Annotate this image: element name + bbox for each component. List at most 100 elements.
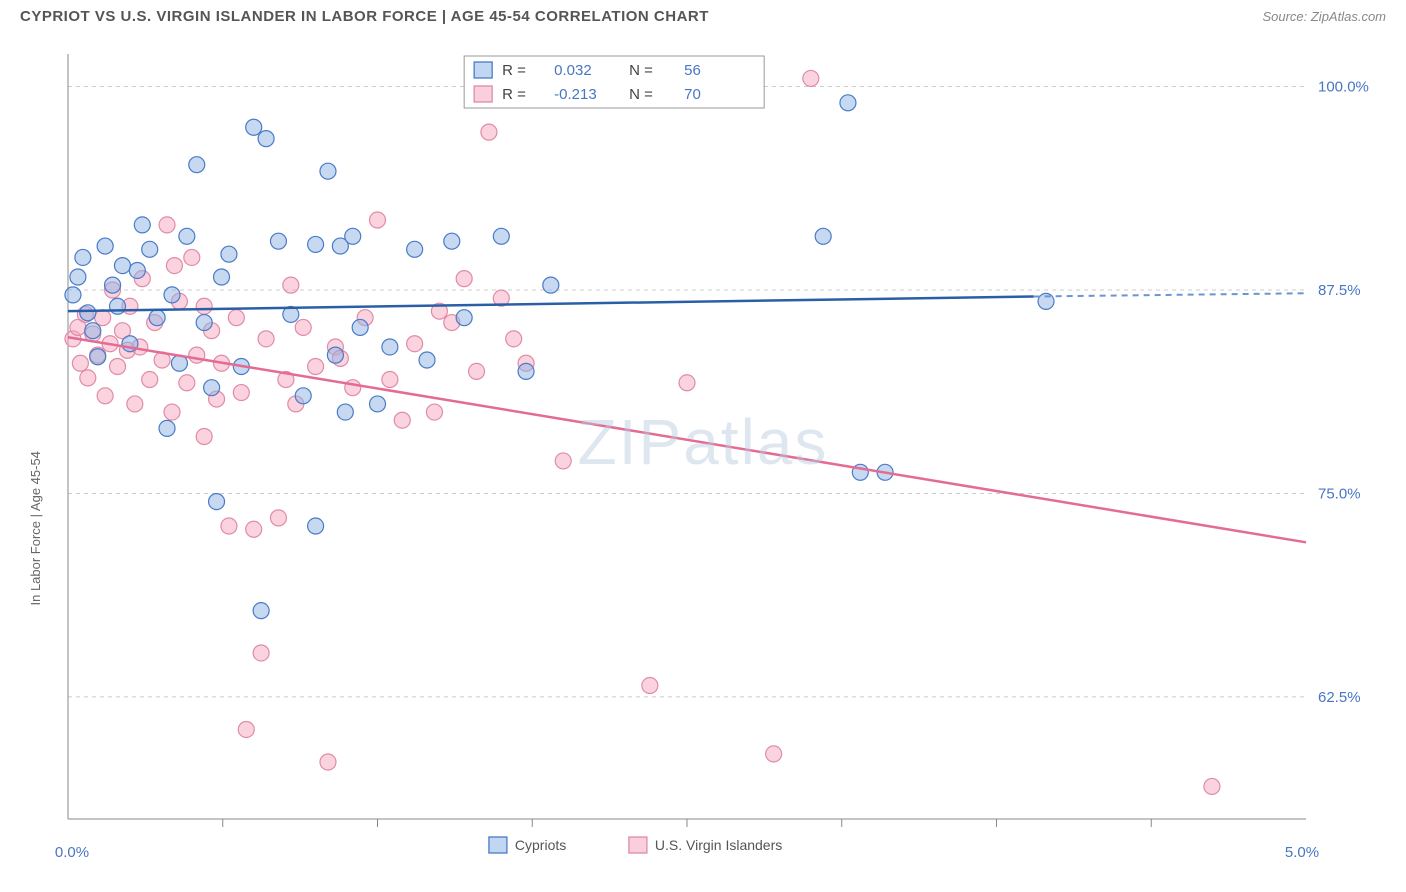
data-point-virgin-islander xyxy=(370,212,386,228)
data-point-virgin-islander xyxy=(159,217,175,233)
data-point-cypriot xyxy=(142,241,158,257)
data-point-virgin-islander xyxy=(469,363,485,379)
data-point-virgin-islander xyxy=(97,388,113,404)
data-point-virgin-islander xyxy=(184,249,200,265)
data-point-virgin-islander xyxy=(253,645,269,661)
data-point-cypriot xyxy=(149,310,165,326)
data-point-cypriot xyxy=(815,228,831,244)
data-point-cypriot xyxy=(129,262,145,278)
trendline-cypriot xyxy=(68,297,1034,312)
data-point-cypriot xyxy=(134,217,150,233)
chart-area: ZIPatlas 62.5%75.0%87.5%100.0%0.0%5.0%In… xyxy=(20,40,1386,877)
data-point-cypriot xyxy=(840,95,856,111)
data-point-cypriot xyxy=(543,277,559,293)
data-point-virgin-islander xyxy=(555,453,571,469)
data-point-virgin-islander xyxy=(407,336,423,352)
data-point-cypriot xyxy=(70,269,86,285)
trendline-cypriot-extend xyxy=(1034,293,1306,296)
y-tick-label: 87.5% xyxy=(1318,282,1361,299)
data-point-virgin-islander xyxy=(1204,778,1220,794)
data-point-cypriot xyxy=(65,287,81,303)
data-point-cypriot xyxy=(444,233,460,249)
data-point-virgin-islander xyxy=(142,372,158,388)
data-point-cypriot xyxy=(295,388,311,404)
legend-swatch-cypriot xyxy=(474,62,492,78)
data-point-virgin-islander xyxy=(72,355,88,371)
data-point-virgin-islander xyxy=(179,375,195,391)
data-point-virgin-islander xyxy=(283,277,299,293)
bottom-legend-label: Cypriots xyxy=(515,837,566,853)
data-point-virgin-islander xyxy=(506,331,522,347)
x-tick-label: 0.0% xyxy=(55,844,89,861)
data-point-virgin-islander xyxy=(127,396,143,412)
data-point-cypriot xyxy=(214,269,230,285)
data-point-virgin-islander xyxy=(394,412,410,428)
data-point-cypriot xyxy=(407,241,423,257)
legend-r-value: -0.213 xyxy=(554,86,597,103)
data-point-cypriot xyxy=(456,310,472,326)
data-point-cypriot xyxy=(382,339,398,355)
data-point-cypriot xyxy=(209,494,225,510)
data-point-virgin-islander xyxy=(679,375,695,391)
data-point-cypriot xyxy=(337,404,353,420)
data-point-cypriot xyxy=(518,363,534,379)
data-point-cypriot xyxy=(270,233,286,249)
data-point-cypriot xyxy=(352,319,368,335)
data-point-virgin-islander xyxy=(233,385,249,401)
data-point-virgin-islander xyxy=(308,359,324,375)
data-point-virgin-islander xyxy=(110,359,126,375)
data-point-virgin-islander xyxy=(228,310,244,326)
data-point-virgin-islander xyxy=(246,521,262,537)
data-point-cypriot xyxy=(90,349,106,365)
data-point-cypriot xyxy=(196,315,212,331)
data-point-cypriot xyxy=(320,163,336,179)
data-point-cypriot xyxy=(308,236,324,252)
data-point-virgin-islander xyxy=(295,319,311,335)
data-point-virgin-islander xyxy=(803,70,819,86)
data-point-virgin-islander xyxy=(164,404,180,420)
data-point-cypriot xyxy=(308,518,324,534)
data-point-cypriot xyxy=(253,603,269,619)
data-point-cypriot xyxy=(204,380,220,396)
data-point-cypriot xyxy=(221,246,237,262)
trendline-virgin-islander xyxy=(68,337,1306,542)
legend-swatch-virgin-islander xyxy=(474,86,492,102)
legend-r-label: R = xyxy=(502,62,526,79)
data-point-cypriot xyxy=(159,420,175,436)
data-point-cypriot xyxy=(97,238,113,254)
source-label: Source: ZipAtlas.com xyxy=(1262,9,1386,24)
data-point-virgin-islander xyxy=(456,271,472,287)
data-point-virgin-islander xyxy=(196,429,212,445)
data-point-cypriot xyxy=(370,396,386,412)
data-point-cypriot xyxy=(493,228,509,244)
data-point-virgin-islander xyxy=(270,510,286,526)
data-point-cypriot xyxy=(179,228,195,244)
data-point-virgin-islander xyxy=(238,721,254,737)
data-point-virgin-islander xyxy=(166,258,182,274)
legend-n-label: N = xyxy=(629,86,653,103)
data-point-cypriot xyxy=(164,287,180,303)
data-point-cypriot xyxy=(75,249,91,265)
bottom-legend-label: U.S. Virgin Islanders xyxy=(655,837,782,853)
data-point-cypriot xyxy=(110,298,126,314)
data-point-cypriot xyxy=(114,258,130,274)
data-point-virgin-islander xyxy=(382,372,398,388)
data-point-virgin-islander xyxy=(345,380,361,396)
data-point-cypriot xyxy=(246,119,262,135)
data-point-cypriot xyxy=(80,305,96,321)
y-axis-title: In Labor Force | Age 45-54 xyxy=(28,451,43,605)
legend-n-value: 56 xyxy=(684,62,701,79)
data-point-cypriot xyxy=(85,323,101,339)
scatter-chart: 62.5%75.0%87.5%100.0%0.0%5.0%In Labor Fo… xyxy=(20,40,1386,877)
data-point-virgin-islander xyxy=(258,331,274,347)
data-point-cypriot xyxy=(105,277,121,293)
legend-r-label: R = xyxy=(502,86,526,103)
data-point-cypriot xyxy=(345,228,361,244)
y-tick-label: 75.0% xyxy=(1318,485,1361,502)
data-point-cypriot xyxy=(419,352,435,368)
data-point-virgin-islander xyxy=(642,678,658,694)
legend-r-value: 0.032 xyxy=(554,62,592,79)
data-point-virgin-islander xyxy=(221,518,237,534)
data-point-virgin-islander xyxy=(196,298,212,314)
bottom-legend-swatch-virgin-islander xyxy=(629,837,647,853)
